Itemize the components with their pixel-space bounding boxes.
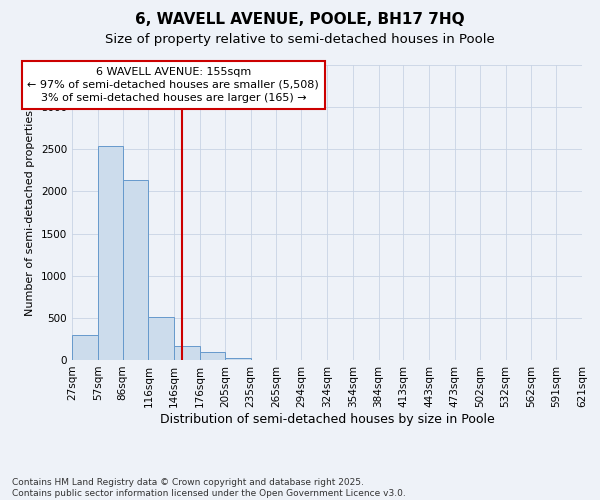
Bar xyxy=(72,334,98,360)
Bar xyxy=(148,317,174,360)
Text: Size of property relative to semi-detached houses in Poole: Size of property relative to semi-detach… xyxy=(105,32,495,46)
Text: Contains HM Land Registry data © Crown copyright and database right 2025.
Contai: Contains HM Land Registry data © Crown c… xyxy=(12,478,406,498)
Bar xyxy=(122,180,148,360)
Bar xyxy=(225,358,251,360)
X-axis label: Distribution of semi-detached houses by size in Poole: Distribution of semi-detached houses by … xyxy=(160,412,494,426)
Text: 6, WAVELL AVENUE, POOLE, BH17 7HQ: 6, WAVELL AVENUE, POOLE, BH17 7HQ xyxy=(135,12,465,28)
Bar xyxy=(200,352,225,360)
Text: 6 WAVELL AVENUE: 155sqm
← 97% of semi-detached houses are smaller (5,508)
3% of : 6 WAVELL AVENUE: 155sqm ← 97% of semi-de… xyxy=(28,66,319,103)
Bar xyxy=(98,146,122,360)
Y-axis label: Number of semi-detached properties: Number of semi-detached properties xyxy=(25,110,35,316)
Bar xyxy=(174,346,200,360)
